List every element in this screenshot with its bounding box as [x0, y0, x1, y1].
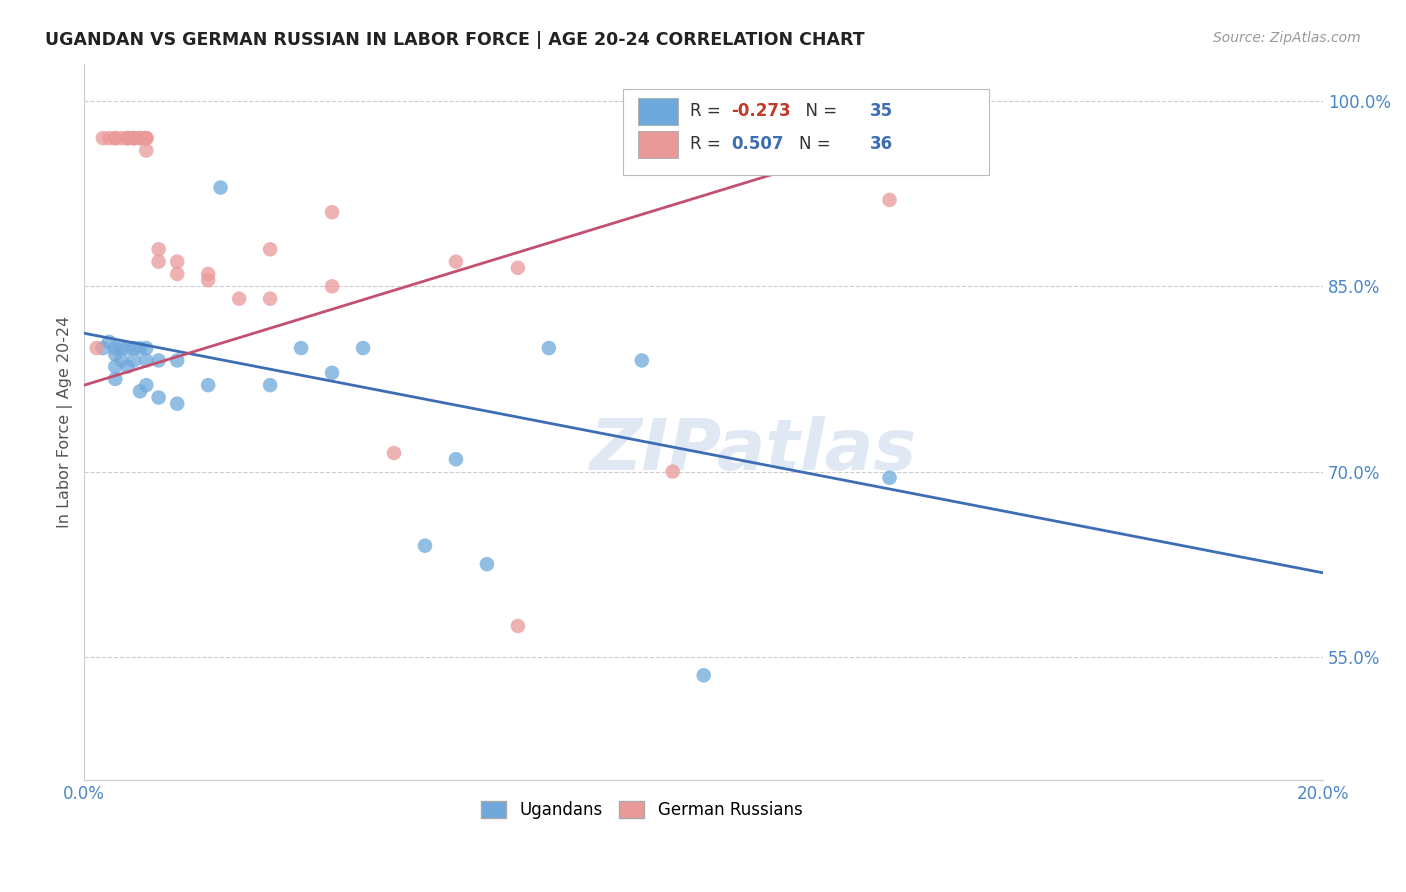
Point: [110, 131, 132, 145]
Point: [444, 452, 467, 467]
Point: [537, 341, 560, 355]
Point: [129, 131, 152, 145]
Point: [413, 539, 436, 553]
Point: [197, 378, 219, 392]
Point: [104, 347, 127, 361]
Point: [693, 668, 716, 682]
Point: [135, 131, 157, 145]
Point: [129, 341, 152, 355]
Point: [321, 279, 343, 293]
Text: ZIPatlas: ZIPatlas: [589, 417, 917, 485]
Point: [506, 260, 529, 275]
Text: UGANDAN VS GERMAN RUSSIAN IN LABOR FORCE | AGE 20-24 CORRELATION CHART: UGANDAN VS GERMAN RUSSIAN IN LABOR FORCE…: [45, 31, 865, 49]
Point: [197, 273, 219, 287]
Point: [166, 397, 188, 411]
Point: [1188, 884, 1211, 892]
Point: [117, 131, 139, 145]
Point: [122, 341, 145, 355]
Y-axis label: In Labor Force | Age 20-24: In Labor Force | Age 20-24: [58, 316, 73, 528]
Point: [506, 619, 529, 633]
Point: [444, 254, 467, 268]
Point: [122, 131, 145, 145]
Text: Source: ZipAtlas.com: Source: ZipAtlas.com: [1213, 31, 1361, 45]
Point: [148, 391, 170, 405]
Point: [321, 366, 343, 380]
Point: [879, 471, 901, 485]
Point: [104, 131, 127, 145]
Point: [129, 384, 152, 399]
Text: N =: N =: [799, 136, 837, 153]
Bar: [638, 130, 678, 158]
Point: [135, 131, 157, 145]
Point: [129, 131, 152, 145]
Point: [104, 131, 127, 145]
Point: [382, 446, 405, 460]
Point: [209, 180, 232, 194]
Point: [228, 292, 250, 306]
Point: [110, 353, 132, 368]
Point: [110, 341, 132, 355]
Point: [104, 341, 127, 355]
Point: [104, 359, 127, 374]
Point: [117, 341, 139, 355]
Point: [148, 242, 170, 256]
Point: [117, 131, 139, 145]
Point: [122, 353, 145, 368]
Point: [135, 378, 157, 392]
Point: [135, 341, 157, 355]
Point: [104, 372, 127, 386]
Point: [166, 254, 188, 268]
Text: 35: 35: [870, 103, 893, 120]
Point: [352, 341, 374, 355]
Legend: Ugandans, German Russians: Ugandans, German Russians: [474, 794, 808, 826]
Point: [86, 341, 108, 355]
Point: [91, 131, 114, 145]
Point: [259, 292, 281, 306]
Point: [122, 131, 145, 145]
Point: [148, 254, 170, 268]
Point: [661, 465, 683, 479]
Point: [321, 205, 343, 219]
Point: [475, 558, 498, 572]
Text: R =: R =: [690, 103, 725, 120]
Point: [197, 267, 219, 281]
Point: [879, 193, 901, 207]
Bar: [638, 98, 678, 125]
Point: [166, 353, 188, 368]
Point: [117, 359, 139, 374]
Point: [259, 242, 281, 256]
Text: 0.507: 0.507: [731, 136, 783, 153]
Point: [630, 353, 652, 368]
Text: 36: 36: [870, 136, 893, 153]
Point: [98, 334, 121, 349]
Point: [117, 131, 139, 145]
Bar: [623, 89, 988, 175]
Text: N =: N =: [796, 103, 842, 120]
Point: [135, 131, 157, 145]
Text: R =: R =: [690, 136, 725, 153]
Point: [91, 341, 114, 355]
Text: -0.273: -0.273: [731, 103, 790, 120]
Point: [148, 353, 170, 368]
Point: [135, 144, 157, 158]
Point: [98, 131, 121, 145]
Point: [259, 378, 281, 392]
Point: [290, 341, 312, 355]
Point: [941, 131, 963, 145]
Point: [122, 131, 145, 145]
Point: [166, 267, 188, 281]
Point: [135, 353, 157, 368]
